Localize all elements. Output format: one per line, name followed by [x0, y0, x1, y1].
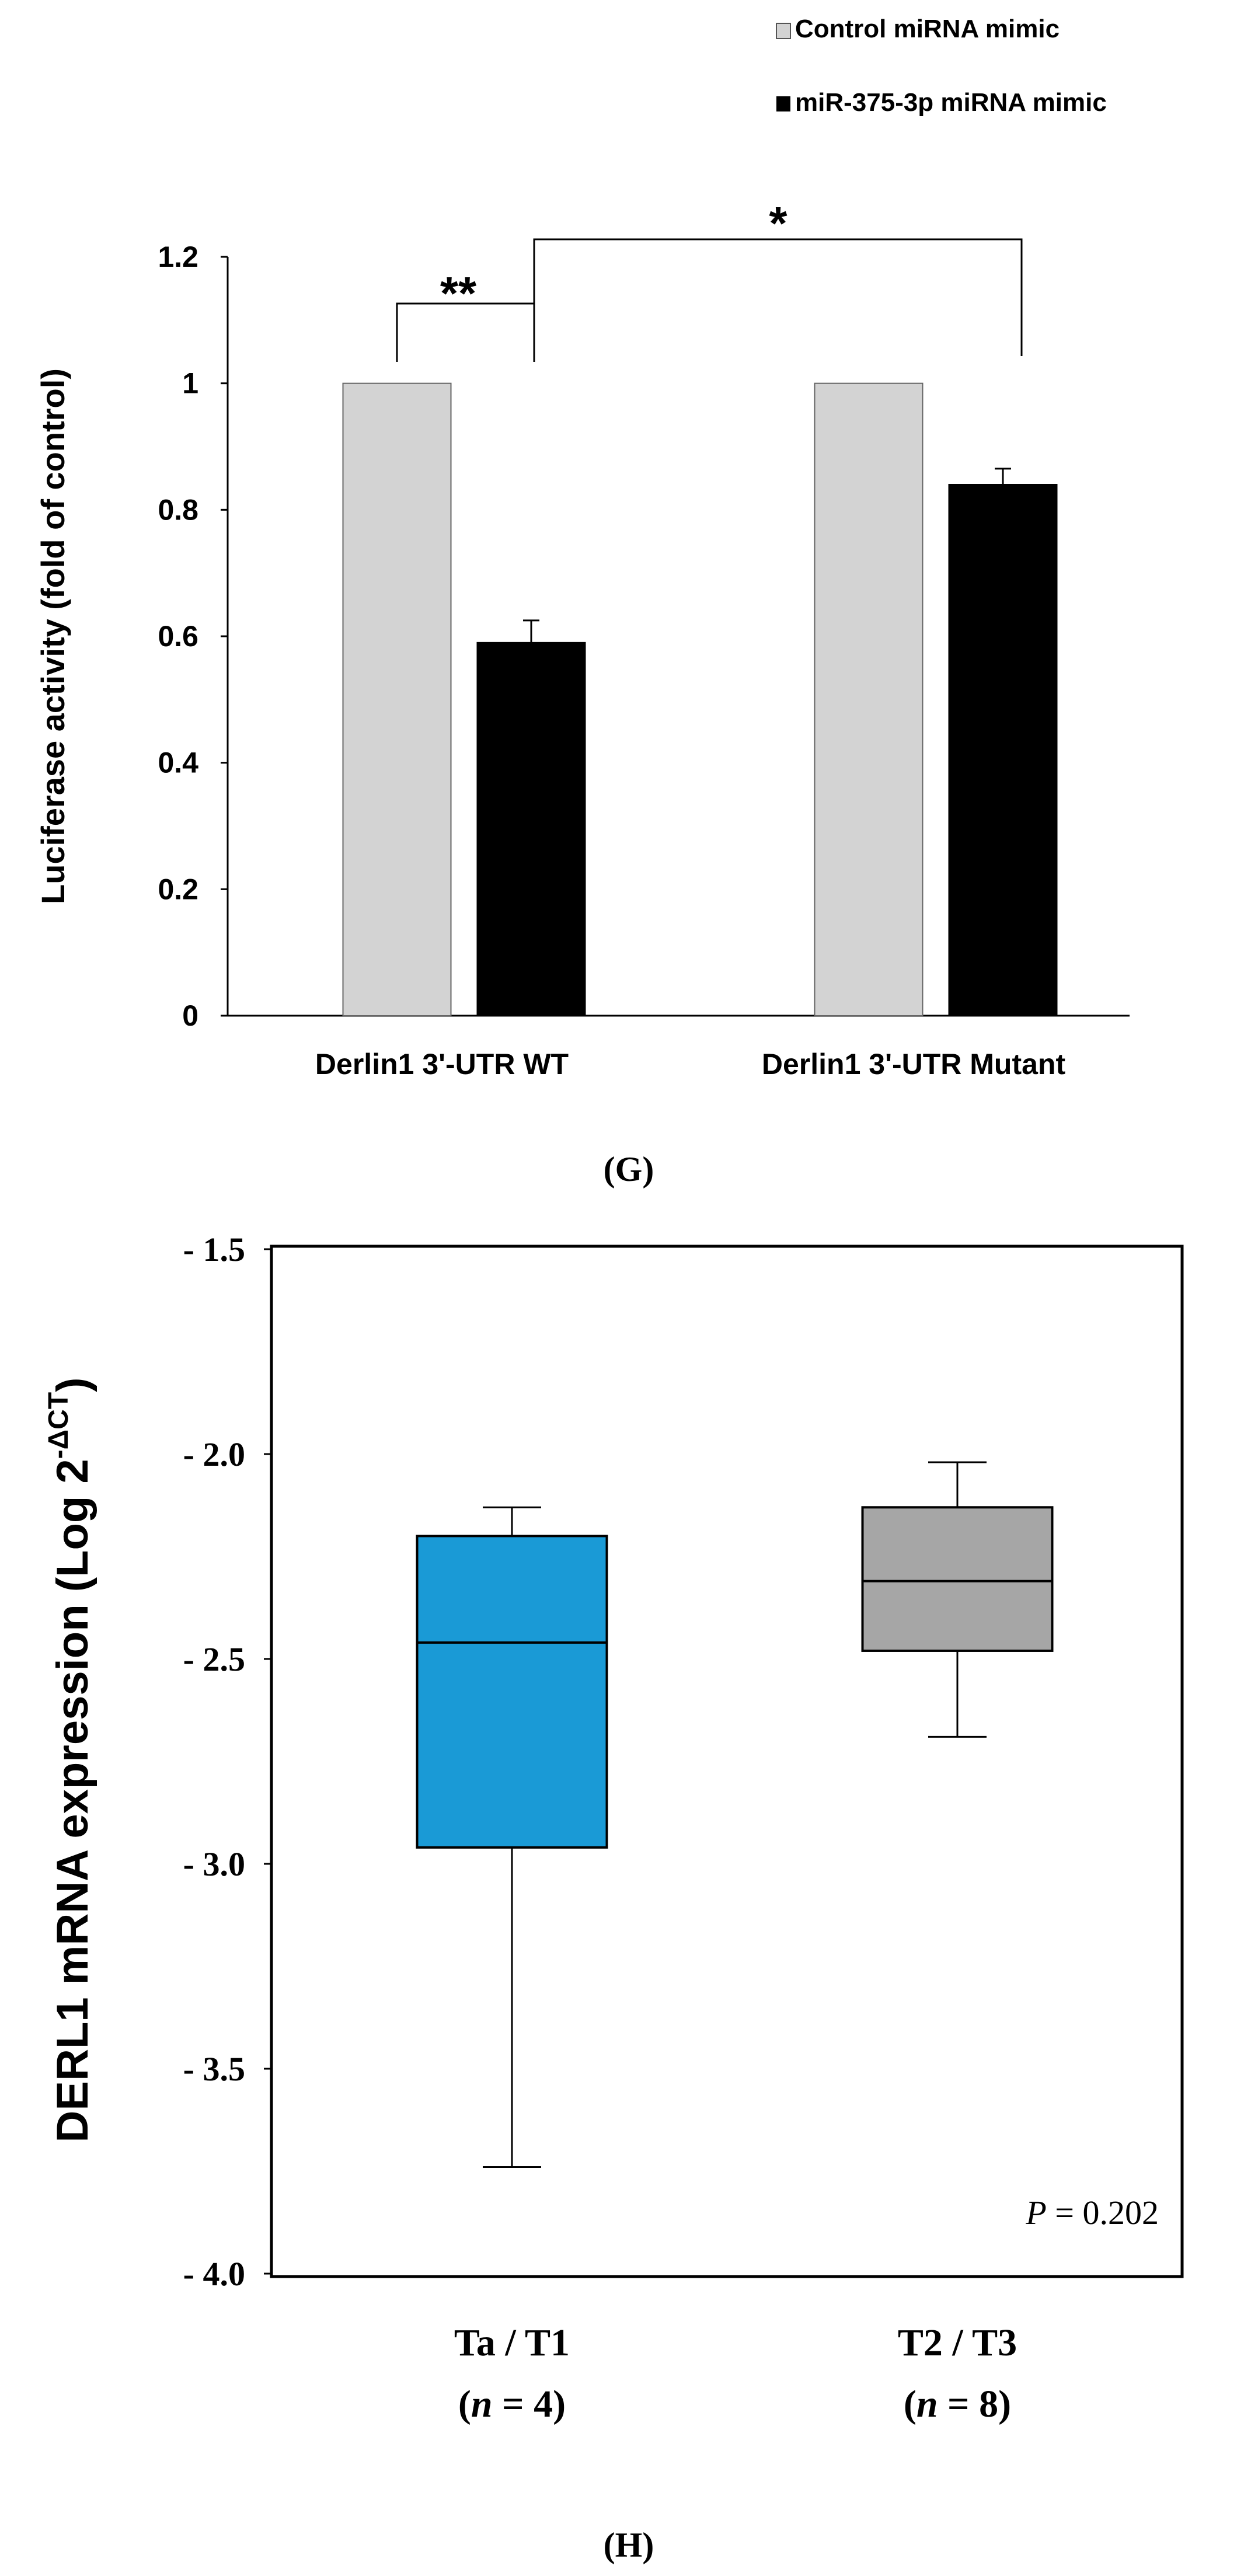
- h-y-tick-label: - 3.0: [183, 1845, 245, 1883]
- legend-swatch-control: [776, 23, 791, 39]
- legend-label-control: Control miRNA mimic: [795, 15, 1060, 43]
- h-p-value: P = 0.202: [1025, 2194, 1159, 2232]
- h-plot-frame: [270, 1245, 1184, 2278]
- legend: Control miRNA mimic miR-375-3p miRNA mim…: [776, 15, 1107, 117]
- panel-h-box-plot: - 4.0 - 3.5 - 3.0 - 2.5 - 2.0 - 1.5 Ta / T1 (…: [43, 1231, 1184, 2564]
- legend-label-mimic: miR-375-3p miRNA mimic: [795, 88, 1107, 117]
- bracket-wt-mutant: [533, 238, 1023, 356]
- significance-brackets: ** *: [396, 197, 1023, 362]
- h-box-t2-t3: [861, 1506, 1054, 1652]
- h-y-tick-label: - 2.5: [183, 1640, 245, 1678]
- g-y-tick-label: 0.4: [158, 747, 198, 779]
- g-y-tick-label: 1: [182, 367, 198, 400]
- h-y-ticks: - 4.0 - 3.5 - 3.0 - 2.5 - 2.0 - 1.5: [183, 1231, 271, 2293]
- g-bar-control-1: [814, 382, 924, 1017]
- h-y-tick-label: - 3.5: [183, 2050, 245, 2088]
- h-y-tick-label: - 2.0: [183, 1435, 245, 1473]
- g-y-tick-label: 0: [182, 999, 198, 1032]
- g-y-ticks: 0 0.2 0.4 0.6 0.8 1 1.2: [158, 240, 228, 1032]
- h-box-ta-t1: [416, 1535, 608, 1849]
- g-bar-control-0: [342, 382, 452, 1017]
- legend-swatch-mimic: [776, 96, 790, 111]
- panel-g-bar-chart: Control miRNA mimic miR-375-3p miRNA mim…: [34, 15, 1130, 1188]
- h-y-axis-title: DERL1 mRNA expression (Log 2-ΔCT): [43, 1378, 97, 2143]
- panel-label-h: (H): [604, 2526, 654, 2564]
- g-y-tick-label: 0.2: [158, 873, 198, 905]
- g-category-label-mutant: Derlin1 3'-UTR Mutant: [762, 1048, 1066, 1080]
- h-group-n-t2-t3: (n = 8): [904, 2383, 1011, 2425]
- g-y-tick-label: 0.6: [158, 620, 198, 653]
- bracket-wt: [396, 302, 535, 362]
- g-y-tick-label: 0.8: [158, 493, 198, 526]
- g-category-label-wt: Derlin1 3'-UTR WT: [315, 1048, 569, 1080]
- g-bars: [342, 382, 1058, 1017]
- h-boxes: [416, 1461, 1054, 2168]
- g-bar-mimic-1: [948, 484, 1058, 1016]
- sig-label-wt: **: [440, 267, 477, 319]
- sig-label-wt-mutant: *: [769, 197, 787, 249]
- g-y-axis-title: Luciferase activity (fold of control): [34, 368, 71, 904]
- h-group-label-t2-t3: T2 / T3: [898, 2321, 1017, 2364]
- h-group-n-ta-t1: (n = 4): [458, 2383, 566, 2425]
- h-y-tick-label: - 4.0: [183, 2255, 245, 2293]
- g-bar-mimic-0: [476, 642, 586, 1017]
- panel-label-g: (G): [604, 1150, 654, 1188]
- g-y-tick-label: 1.2: [158, 240, 198, 273]
- h-y-tick-label: - 1.5: [183, 1231, 245, 1268]
- h-group-label-ta-t1: Ta / T1: [454, 2321, 570, 2364]
